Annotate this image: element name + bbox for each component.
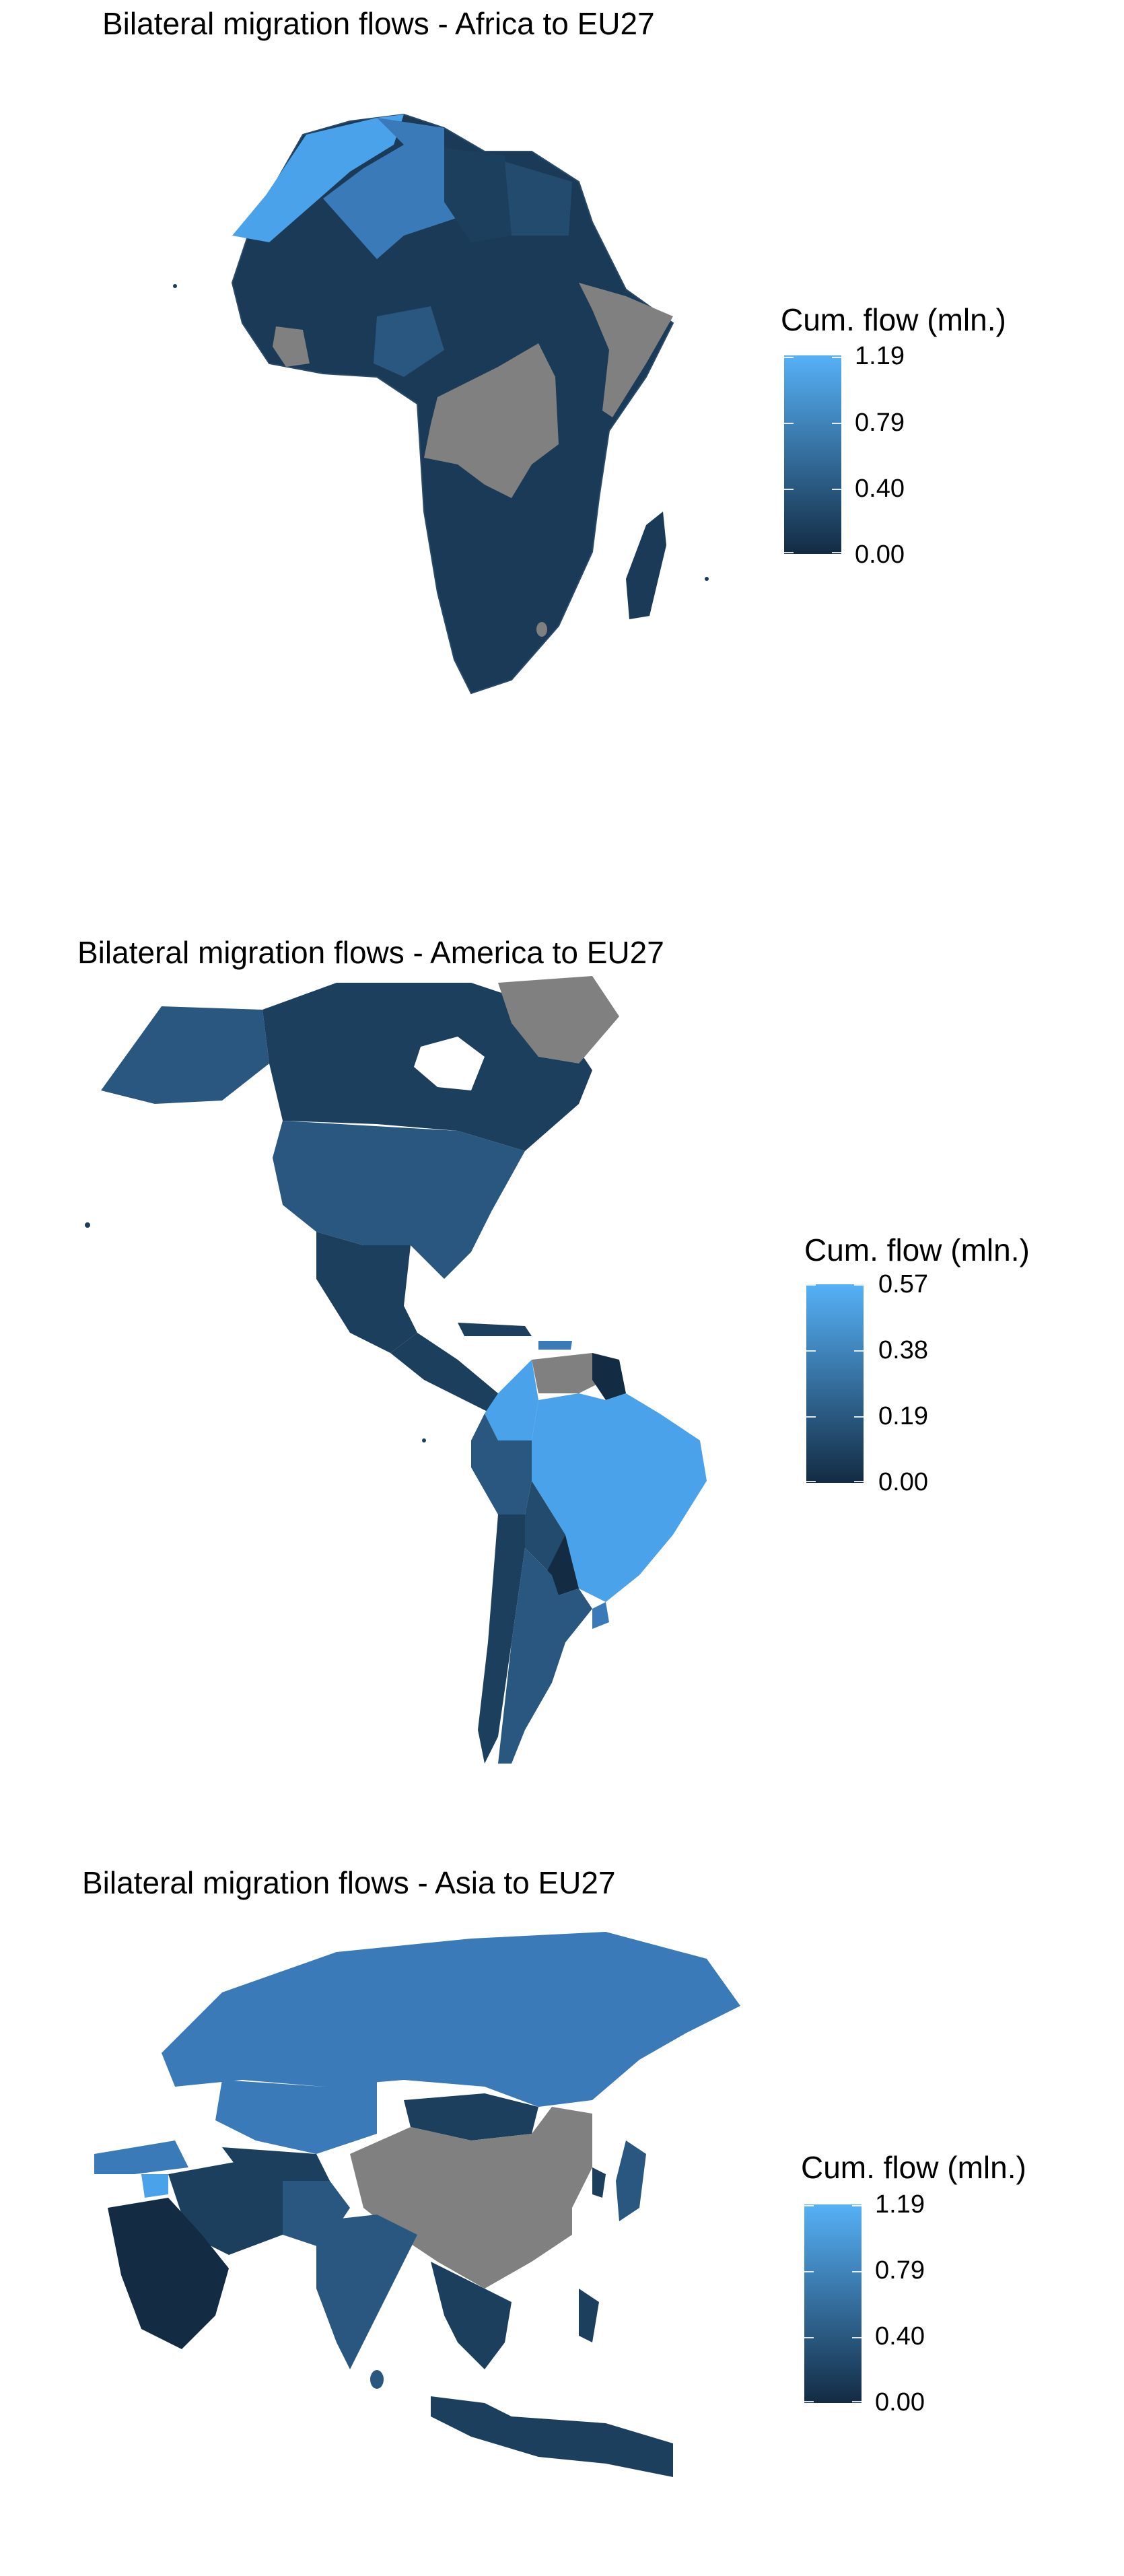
region-cuba bbox=[458, 1323, 532, 1336]
map-title: Bilateral migration flows - Asia to EU27 bbox=[82, 1865, 616, 1900]
hudson-bay bbox=[414, 1037, 485, 1090]
legend-color-bar bbox=[806, 1284, 864, 1483]
legend-label-max: 0.57 bbox=[878, 1270, 928, 1298]
legend-label-low: 0.19 bbox=[878, 1402, 928, 1430]
region-kazakhstan bbox=[215, 2080, 377, 2154]
legend-label-min: 0.00 bbox=[855, 541, 905, 569]
asia-map bbox=[94, 1932, 740, 2477]
region-swaziland-missing bbox=[536, 622, 547, 637]
region-usa bbox=[273, 1121, 525, 1279]
legend-label-min: 0.00 bbox=[875, 2388, 925, 2416]
region-uruguay bbox=[592, 1602, 609, 1629]
legend-label-low: 0.40 bbox=[875, 2322, 925, 2351]
region-arabia bbox=[108, 2198, 229, 2349]
island-galapagos bbox=[422, 1438, 426, 1442]
region-russia bbox=[162, 1932, 740, 2107]
map-title: Bilateral migration flows - Africa to EU… bbox=[102, 6, 655, 41]
region-alaska bbox=[101, 1006, 269, 1104]
region-mongolia bbox=[404, 2093, 538, 2140]
region-syria bbox=[141, 2174, 168, 2198]
legend-label-low: 0.40 bbox=[855, 475, 905, 503]
region-guianas bbox=[592, 1353, 626, 1400]
legend-label-min: 0.00 bbox=[878, 1468, 928, 1496]
island-hawaii bbox=[85, 1222, 90, 1228]
region-colombia bbox=[485, 1360, 538, 1440]
legend-label-max: 1.19 bbox=[875, 2190, 925, 2219]
region-algeria bbox=[323, 118, 464, 259]
africa-panel: Bilateral migration flows - Africa to EU… bbox=[0, 0, 1124, 902]
region-central-america bbox=[390, 1333, 518, 1414]
legend-title: Cum. flow (mln.) bbox=[801, 2150, 1026, 2185]
legend-label-high: 0.79 bbox=[855, 409, 905, 437]
region-india bbox=[316, 2215, 417, 2369]
region-korea bbox=[592, 2167, 606, 2198]
region-brazil bbox=[532, 1393, 707, 1602]
island-mauritius bbox=[705, 577, 709, 581]
africa-map bbox=[173, 113, 709, 695]
region-morocco bbox=[232, 114, 404, 242]
region-libya bbox=[444, 148, 512, 242]
legend-title: Cum. flow (mln.) bbox=[781, 302, 1006, 337]
legend-label-max: 1.19 bbox=[855, 342, 905, 370]
legend-color-bar bbox=[804, 2204, 862, 2403]
region-turkey bbox=[94, 2140, 188, 2174]
region-philippines bbox=[579, 2289, 599, 2342]
region-indonesia bbox=[431, 2396, 673, 2477]
region-bolivia bbox=[525, 1481, 565, 1575]
region-somalia-missing bbox=[579, 283, 673, 417]
asia-panel: Bilateral migration flows - Asia to EU27 bbox=[0, 1858, 1124, 2576]
region-chile bbox=[478, 1515, 525, 1764]
region-mexico bbox=[316, 1232, 417, 1353]
region-argentina bbox=[498, 1548, 592, 1764]
region-egypt bbox=[505, 162, 572, 236]
legend-label-high: 0.79 bbox=[875, 2256, 925, 2285]
region-hispaniola bbox=[538, 1341, 572, 1350]
region-guinea-missing bbox=[273, 326, 310, 367]
region-sri-lanka bbox=[370, 2370, 384, 2389]
legend-color-bar bbox=[784, 355, 841, 554]
region-peru bbox=[471, 1414, 532, 1515]
region-southeast-asia bbox=[431, 2262, 512, 2369]
map-title: Bilateral migration flows - America to E… bbox=[77, 935, 664, 970]
region-greenland-missing bbox=[498, 976, 619, 1064]
legend-label-high: 0.38 bbox=[878, 1336, 928, 1364]
legend-title: Cum. flow (mln.) bbox=[804, 1232, 1030, 1267]
region-madagascar bbox=[626, 512, 666, 619]
region-japan bbox=[616, 2140, 646, 2221]
region-nigeria bbox=[374, 306, 444, 377]
island-cape-verde bbox=[173, 284, 177, 288]
region-drc-missing bbox=[424, 343, 559, 498]
america-panel: Bilateral migration flows - America to E… bbox=[0, 929, 1124, 1804]
america-map bbox=[85, 976, 707, 1764]
region-venezuela-missing bbox=[532, 1353, 606, 1393]
